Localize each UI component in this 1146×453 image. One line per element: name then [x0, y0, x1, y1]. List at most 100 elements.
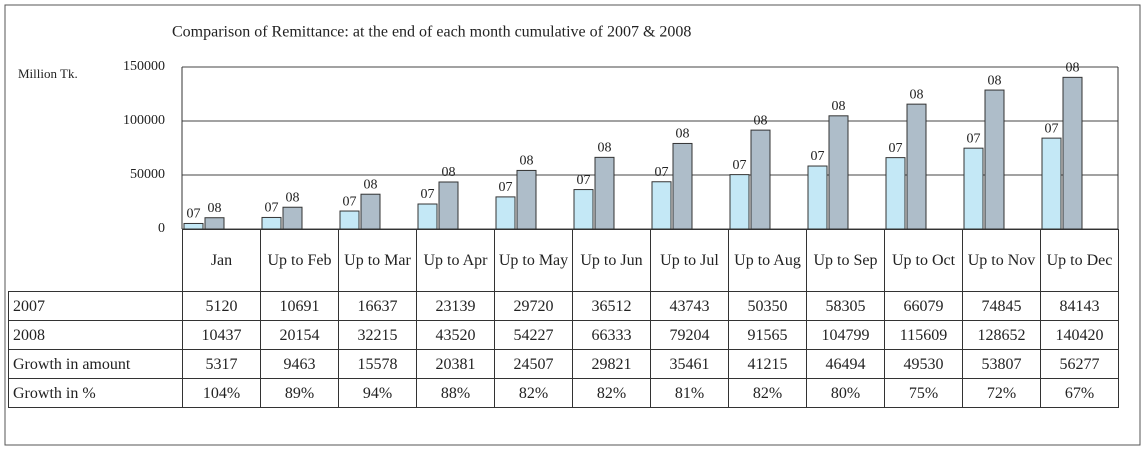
data-table: Jan Up to Feb Up to Mar Up to Apr Up to May U… [8, 229, 1119, 408]
category-label: Up to Dec [1040, 229, 1119, 292]
table-cell: 82% [494, 378, 573, 408]
table-cell: 41215 [728, 349, 807, 379]
bar [495, 196, 516, 230]
bar-label: 07 [577, 173, 591, 188]
bar-label: 08 [676, 127, 690, 142]
bar-label: 07 [967, 131, 981, 146]
bar-label: 07 [733, 158, 747, 173]
table-cell: 24507 [494, 349, 573, 379]
table-cell: 16637 [338, 291, 417, 321]
bar-label: 07 [343, 194, 357, 209]
category-label: Jan [182, 229, 261, 292]
row-label: 2007 [8, 291, 183, 321]
table-cell: 56277 [1040, 349, 1119, 379]
category-label: Up to Jun [572, 229, 651, 292]
bar [282, 206, 303, 230]
category-label: Up to Aug [728, 229, 807, 292]
bar-label: 07 [265, 201, 279, 216]
category-label: Up to Mar [338, 229, 417, 292]
chart-title: Comparison of Remittance: at the end of … [172, 24, 691, 41]
table-cell: 66079 [884, 291, 963, 321]
bar [729, 174, 750, 230]
table-row: Growth in % 104% 89% 94% 88% 82% 82% 81% 82% 80% 7… [8, 378, 1119, 408]
table-cell: 94% [338, 378, 417, 408]
bar-label: 07 [421, 187, 435, 202]
y-axis-label: Million Tk. [18, 66, 78, 81]
table-cell: 20381 [416, 349, 495, 379]
table-cell: 36512 [572, 291, 651, 321]
bar [807, 165, 828, 230]
category-label: Up to Apr [416, 229, 495, 292]
table-cell: 5317 [182, 349, 261, 379]
bar [828, 115, 849, 230]
frame [4, 4, 1141, 446]
bar-label: 08 [208, 201, 222, 216]
bar-label: 08 [754, 113, 768, 128]
bar-label: 07 [187, 207, 201, 222]
table-cell: 91565 [728, 320, 807, 350]
table-cell: 104799 [806, 320, 885, 350]
table-cell: 66333 [572, 320, 651, 350]
table-cell: 81% [650, 378, 729, 408]
table-cell: 128652 [962, 320, 1041, 350]
bar [651, 181, 672, 230]
table-cell: 43520 [416, 320, 495, 350]
bar [360, 193, 381, 230]
table-cell: 82% [728, 378, 807, 408]
bar-label: 07 [655, 165, 669, 180]
bar [672, 142, 693, 230]
table-row: Growth in amount 5317 9463 15578 20381 24507 2… [8, 349, 1119, 379]
row-label: Growth in amount [8, 349, 183, 379]
bar [183, 222, 204, 230]
y-tick-label: 50000 [130, 167, 165, 182]
table-cell: 10437 [182, 320, 261, 350]
table-cell: 53807 [962, 349, 1041, 379]
table-cell: 140420 [1040, 320, 1119, 350]
table-cell: 88% [416, 378, 495, 408]
bar-label: 07 [1045, 121, 1059, 136]
table-cell: 84143 [1040, 291, 1119, 321]
bar [516, 169, 537, 230]
bar [573, 189, 594, 230]
category-label: Up to Sep [806, 229, 885, 292]
category-label: Up to Feb [260, 229, 339, 292]
bar [204, 217, 225, 230]
table-cell: 15578 [338, 349, 417, 379]
table-cell: 46494 [806, 349, 885, 379]
bar [1062, 76, 1083, 230]
bar [1041, 137, 1062, 230]
category-label: Up to Nov [962, 229, 1041, 292]
bar-label: 08 [598, 141, 612, 156]
row-label: Growth in % [8, 378, 183, 408]
category-row: Jan Up to Feb Up to Mar Up to Apr Up to May U… [8, 229, 1119, 292]
table-cell: 104% [182, 378, 261, 408]
table-cell: 74845 [962, 291, 1041, 321]
bar [750, 129, 771, 230]
bar [339, 210, 360, 230]
table-cell: 35461 [650, 349, 729, 379]
table-cell: 5120 [182, 291, 261, 321]
table-cell: 115609 [884, 320, 963, 350]
table-cell: 49530 [884, 349, 963, 379]
y-tick-label: 0 [158, 221, 165, 236]
bar [261, 216, 282, 230]
table-cell: 89% [260, 378, 339, 408]
bar-label: 07 [499, 180, 513, 195]
table-row: 2007 5120 10691 16637 23139 29720 36512 43743 50… [8, 291, 1119, 321]
bar-label: 07 [811, 149, 825, 164]
category-label: Up to Oct [884, 229, 963, 292]
table-cell: 10691 [260, 291, 339, 321]
bar-label: 07 [889, 141, 903, 156]
table-cell: 82% [572, 378, 651, 408]
table-cell: 79204 [650, 320, 729, 350]
category-label: Up to May [494, 229, 573, 292]
table-cell: 67% [1040, 378, 1119, 408]
table-cell: 23139 [416, 291, 495, 321]
table-cell: 29720 [494, 291, 573, 321]
bar [984, 89, 1005, 230]
table-cell: 43743 [650, 291, 729, 321]
table-cell: 58305 [806, 291, 885, 321]
table-cell: 75% [884, 378, 963, 408]
bar [885, 157, 906, 230]
